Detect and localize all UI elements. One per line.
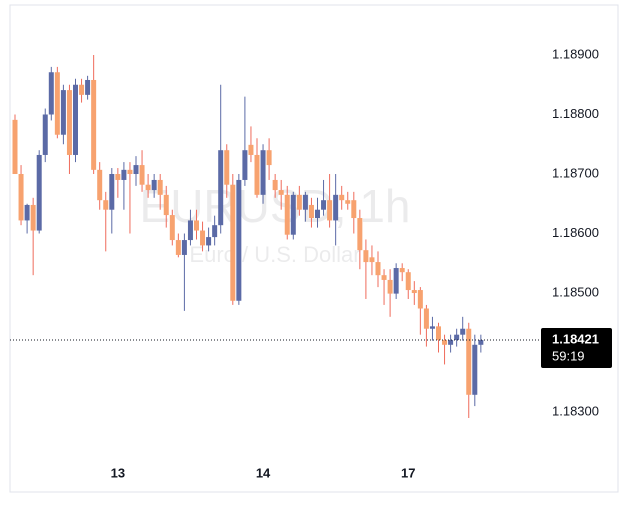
candle-body bbox=[175, 240, 181, 255]
candle-body bbox=[18, 174, 24, 221]
candle-body bbox=[321, 200, 327, 210]
candle-body bbox=[357, 218, 363, 251]
candle-body bbox=[139, 165, 145, 185]
candle-body bbox=[308, 204, 314, 219]
candle-body bbox=[224, 150, 230, 185]
candle-body bbox=[327, 200, 333, 221]
y-tick-label: 1.18800 bbox=[552, 106, 599, 121]
last-price-label: 1.18421 bbox=[552, 331, 599, 346]
candle-body bbox=[254, 154, 260, 195]
candle-body bbox=[248, 144, 254, 155]
candle-body bbox=[127, 169, 133, 175]
candle-body bbox=[66, 90, 72, 155]
candle-body bbox=[260, 150, 266, 195]
candle-body bbox=[284, 194, 290, 235]
candle-body bbox=[363, 250, 369, 263]
x-tick-label: 13 bbox=[111, 465, 125, 480]
candle-body bbox=[448, 340, 454, 345]
candle-body bbox=[103, 200, 109, 210]
countdown-label: 59:19 bbox=[552, 348, 585, 363]
candle-body bbox=[181, 240, 187, 255]
candle-body bbox=[290, 194, 296, 235]
candle-body bbox=[194, 220, 199, 231]
candle-body bbox=[339, 194, 345, 201]
candle-body bbox=[187, 220, 193, 241]
candle-body bbox=[302, 194, 308, 210]
x-tick-label: 17 bbox=[401, 465, 415, 480]
plot-area bbox=[12, 54, 484, 418]
candle-body bbox=[399, 268, 405, 273]
candle-body bbox=[163, 194, 169, 216]
candle-body bbox=[115, 174, 121, 180]
candle-body bbox=[351, 200, 357, 219]
candle-body bbox=[381, 275, 387, 280]
candle-body bbox=[145, 184, 151, 191]
candle-body bbox=[345, 200, 351, 204]
candle-body bbox=[460, 328, 466, 335]
chart-frame bbox=[9, 4, 619, 493]
candle-body bbox=[472, 344, 478, 395]
candle-body bbox=[206, 237, 212, 246]
candle-body bbox=[369, 257, 375, 263]
candle-body bbox=[230, 184, 236, 301]
candle-body bbox=[411, 290, 417, 294]
y-tick-label: 1.18900 bbox=[552, 46, 599, 61]
candle-body bbox=[423, 308, 429, 329]
candle-body bbox=[48, 72, 54, 115]
candle-body bbox=[387, 279, 393, 294]
candle-body bbox=[73, 84, 78, 155]
candle-body bbox=[454, 334, 460, 341]
candle-body bbox=[121, 169, 127, 180]
y-tick-label: 1.18500 bbox=[552, 284, 599, 299]
candle-body bbox=[85, 79, 91, 95]
candle-body bbox=[79, 84, 85, 95]
candle-body bbox=[157, 179, 163, 195]
candle-body bbox=[266, 150, 272, 166]
candle-body bbox=[393, 268, 399, 294]
candle-body bbox=[278, 190, 284, 195]
candle-body bbox=[236, 179, 242, 301]
candle-body bbox=[54, 72, 60, 135]
candle-body bbox=[405, 272, 411, 291]
candle-body bbox=[375, 262, 381, 276]
candle-body bbox=[91, 79, 97, 170]
candle-body bbox=[97, 169, 103, 201]
candle-body bbox=[478, 340, 484, 345]
y-tick-label: 1.18300 bbox=[552, 403, 599, 418]
last-price-box bbox=[541, 328, 612, 369]
candle-body bbox=[242, 150, 248, 180]
candle-body bbox=[60, 90, 66, 135]
candle-body bbox=[272, 179, 278, 191]
x-tick-label: 14 bbox=[256, 465, 271, 480]
candle-body bbox=[151, 179, 157, 191]
y-tick-label: 1.18700 bbox=[552, 165, 599, 180]
candle-body bbox=[315, 209, 320, 219]
watermark-subtitle: Euro / U.S. Dollar bbox=[189, 242, 360, 267]
candle-body bbox=[296, 194, 302, 210]
candle-body bbox=[218, 150, 224, 226]
candle-body bbox=[417, 290, 423, 309]
candle-body bbox=[36, 154, 42, 231]
candle-body bbox=[429, 326, 435, 329]
candle-body bbox=[12, 119, 18, 175]
candle-body bbox=[133, 165, 139, 175]
candle-body bbox=[333, 194, 339, 221]
candle-body bbox=[169, 215, 175, 241]
candle-body bbox=[42, 114, 48, 155]
candle-body bbox=[30, 204, 36, 231]
candle-body bbox=[466, 328, 472, 395]
y-tick-label: 1.18600 bbox=[552, 225, 599, 240]
candle-body bbox=[24, 204, 30, 221]
candle-body bbox=[436, 326, 441, 341]
candle-body bbox=[109, 174, 115, 210]
candle-body bbox=[442, 340, 448, 345]
candle-body bbox=[212, 225, 218, 238]
candle-body bbox=[200, 230, 206, 246]
